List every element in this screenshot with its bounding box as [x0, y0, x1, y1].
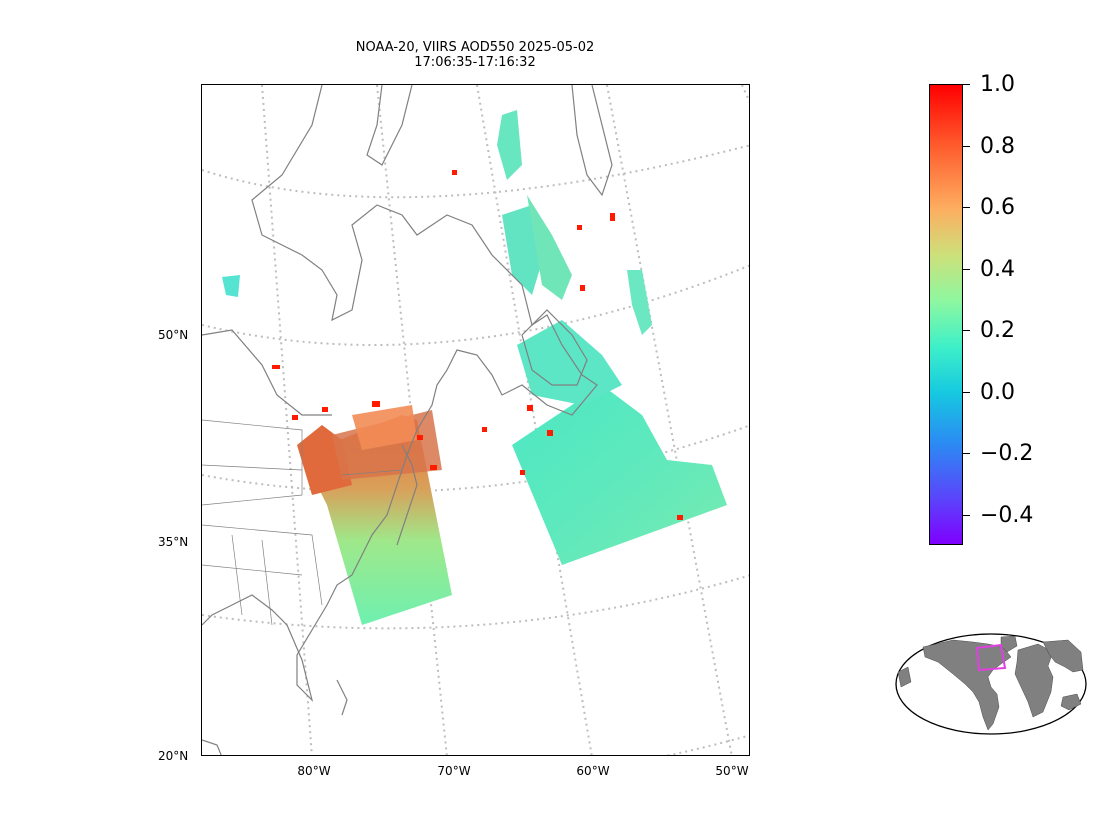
aod-pixel	[322, 407, 328, 412]
world-land	[897, 635, 1084, 731]
lat-label-50n: 50°N	[158, 328, 189, 342]
border	[341, 469, 403, 476]
swath-polygon	[627, 270, 652, 335]
aod-pixel	[610, 213, 615, 221]
aod-pixel	[292, 415, 298, 420]
aod-pixel	[520, 470, 525, 475]
colorbar-tick	[963, 392, 970, 393]
aod-pixel	[372, 401, 380, 407]
border	[202, 419, 303, 506]
coastline	[521, 309, 588, 386]
coastline	[336, 679, 348, 716]
aod-pixel	[547, 430, 553, 436]
colorbar-label: −0.4	[980, 503, 1034, 528]
colorbar-tick	[963, 84, 970, 85]
coastline	[366, 85, 413, 166]
coastline	[202, 739, 222, 755]
aod-pixel	[417, 435, 423, 440]
colorbar-tick	[963, 207, 970, 208]
colorbar-label: 0.2	[980, 318, 1015, 343]
landmass-australia	[1060, 693, 1082, 711]
coastline	[202, 85, 598, 702]
map-title-line1: NOAA-20, VIIRS AOD550 2025-05-02	[355, 40, 595, 55]
lat-label-20n: 20°N	[158, 749, 189, 763]
map-canvas	[202, 85, 749, 755]
colorbar-tick	[963, 269, 970, 270]
colorbar-label: 0.4	[980, 257, 1015, 282]
swath-polygon	[352, 405, 417, 450]
colorbar-label: 0.0	[980, 380, 1015, 405]
aod-swath-west	[297, 405, 452, 625]
parallel-line	[202, 144, 749, 199]
lon-label-60w: 60°W	[576, 764, 610, 778]
parallel-line	[202, 264, 749, 346]
map-panel	[201, 84, 750, 756]
aod-pixel	[482, 427, 487, 432]
border	[202, 464, 303, 471]
colorbar-tick	[963, 515, 970, 516]
graticule	[202, 85, 749, 755]
landmass-asia	[1042, 639, 1084, 673]
swath-polygon	[527, 195, 572, 300]
world-locator-map	[895, 633, 1087, 735]
aod-pixel	[272, 365, 280, 369]
coastline	[396, 444, 418, 546]
swath-polygon	[497, 110, 522, 180]
landmass-west-edge	[897, 666, 912, 688]
coastline	[202, 329, 332, 416]
colorbar	[929, 84, 963, 545]
lat-label-35n: 35°N	[158, 535, 189, 549]
aod-pixel	[577, 225, 582, 230]
lon-label-50w: 50°W	[715, 764, 749, 778]
colorbar-tick	[963, 330, 970, 331]
aod-pixel	[527, 405, 533, 411]
lon-label-80w: 80°W	[297, 764, 331, 778]
aod-pixel	[430, 465, 437, 470]
high-aod-pixels	[272, 170, 683, 520]
colorbar-tick	[963, 453, 970, 454]
swath-polygon	[222, 275, 240, 297]
coastline	[571, 85, 613, 197]
colorbar-label: −0.2	[980, 441, 1034, 466]
colorbar-label: 0.8	[980, 134, 1015, 159]
border	[261, 539, 273, 626]
region-highlight-box	[975, 643, 1007, 672]
colorbar-tick	[963, 146, 970, 147]
colorbar-label: 1.0	[980, 72, 1015, 97]
aod-swath-east	[222, 110, 727, 565]
colorbar-label: 0.6	[980, 195, 1015, 220]
meridian-line	[261, 85, 313, 755]
swath-polygon	[512, 385, 727, 565]
lon-label-70w: 70°W	[437, 764, 471, 778]
coastlines	[202, 85, 613, 755]
border	[231, 534, 243, 616]
parallel-line	[665, 734, 749, 755]
meridian-line	[741, 85, 749, 103]
aod-pixel	[580, 285, 585, 291]
map-title-line2: 17:06:35-17:16:32	[414, 55, 536, 70]
state-borders	[202, 419, 403, 626]
border	[202, 564, 303, 576]
aod-pixel	[452, 170, 457, 175]
parallel-line	[202, 574, 749, 630]
aod-pixel	[677, 515, 683, 520]
border	[202, 524, 323, 606]
